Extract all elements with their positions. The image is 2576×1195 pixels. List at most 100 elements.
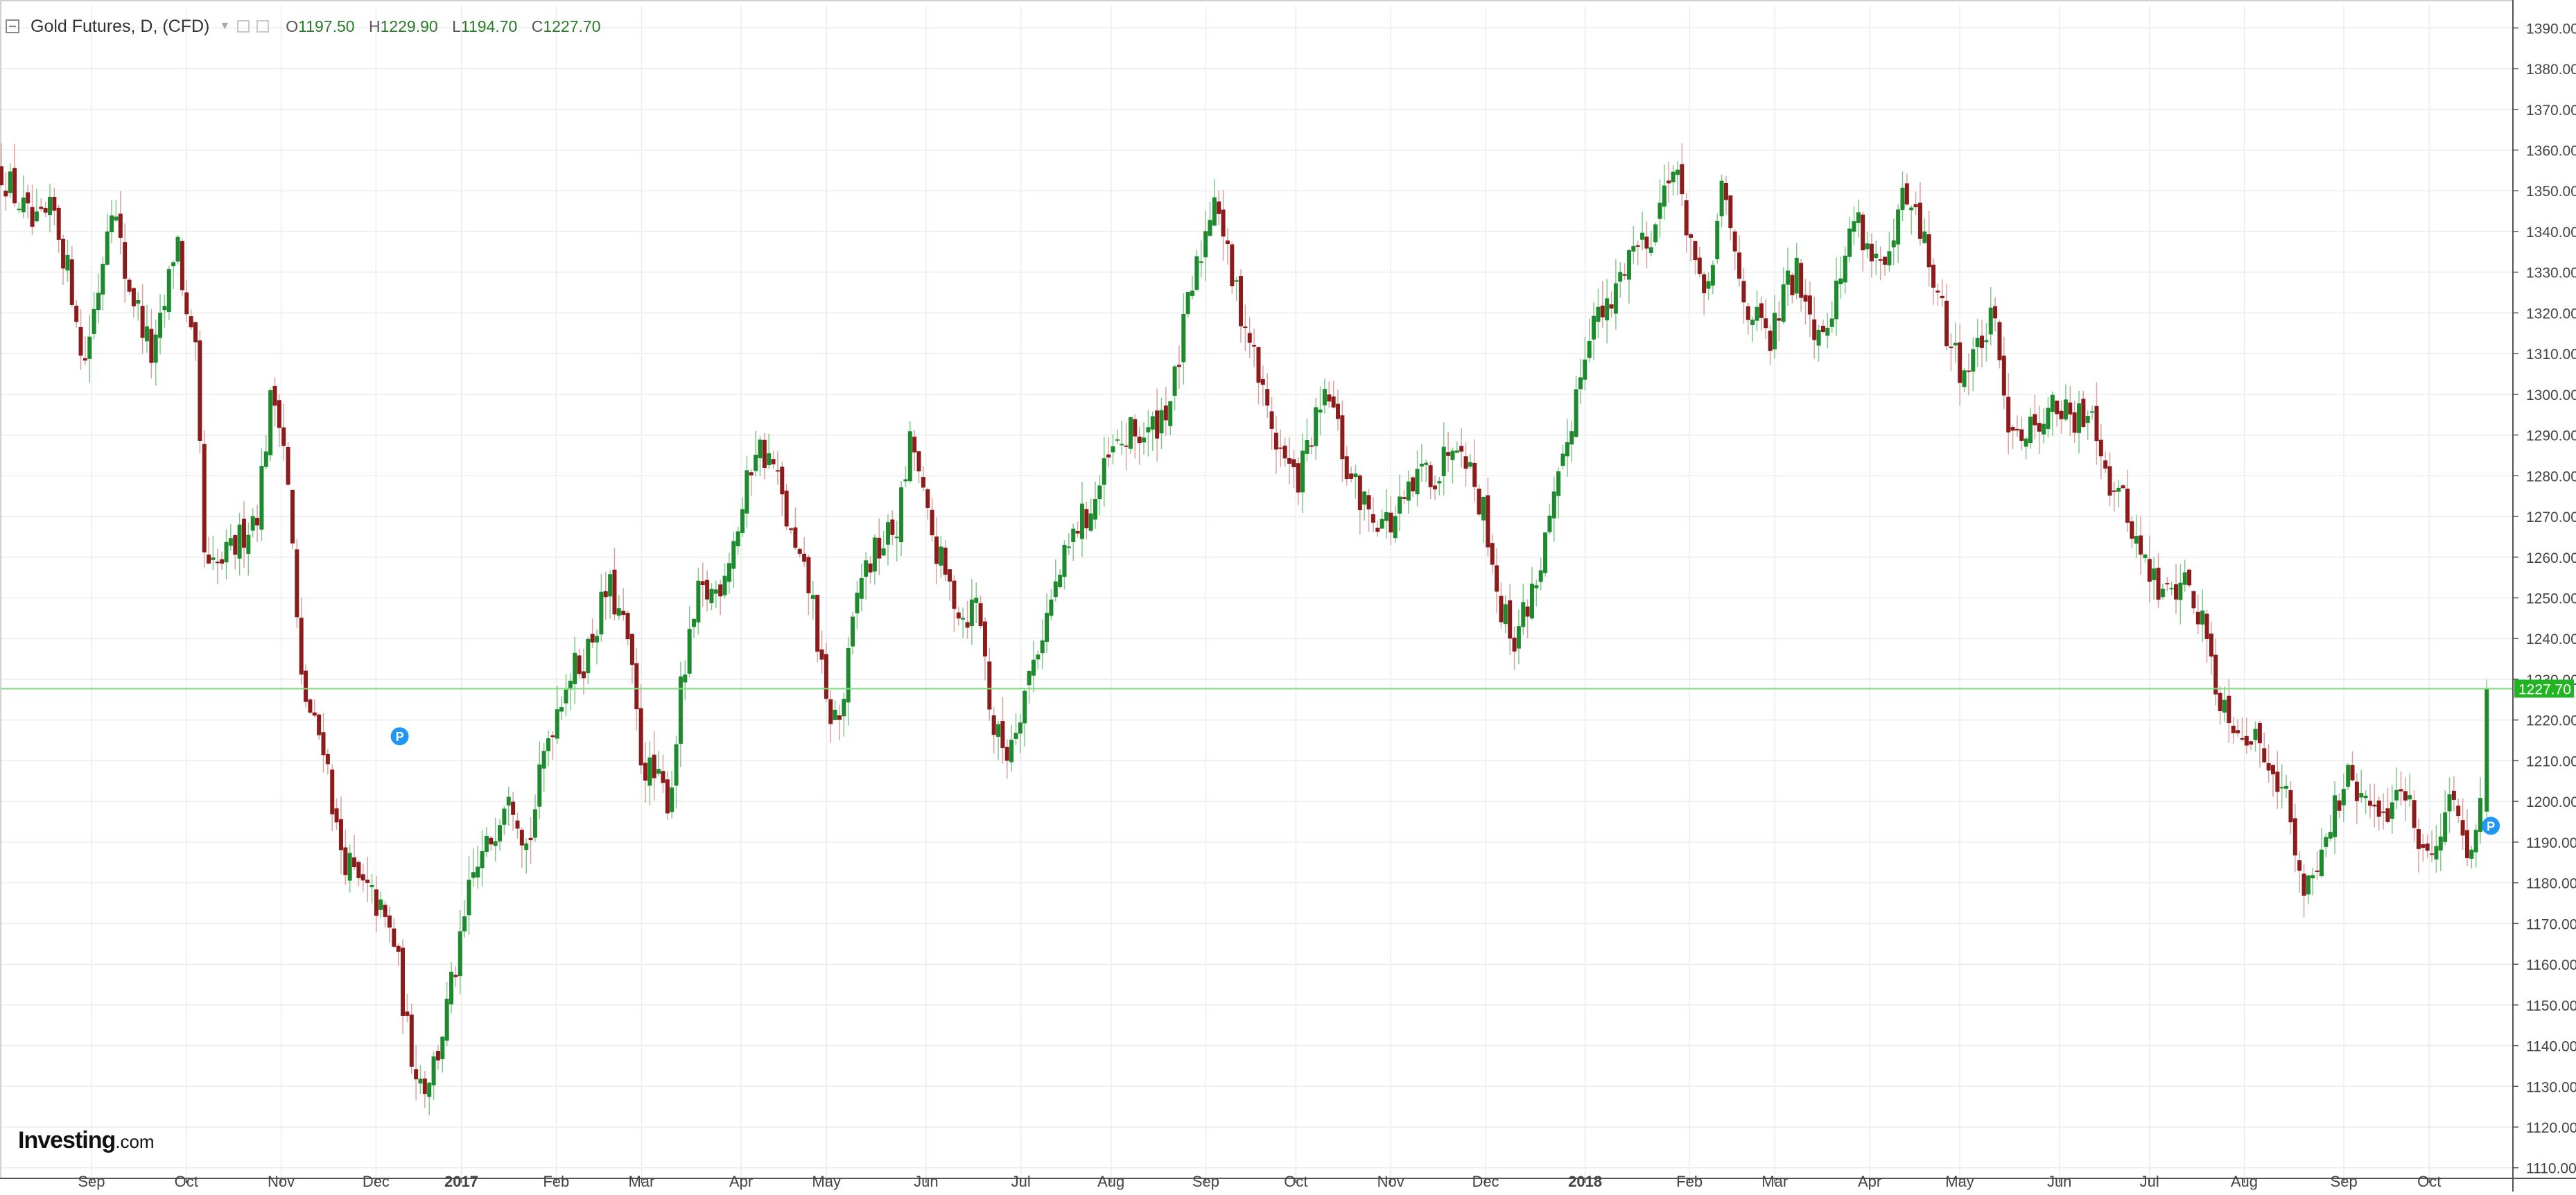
candle[interactable]	[1512, 627, 1517, 670]
candle[interactable]	[1208, 202, 1212, 237]
candle[interactable]	[2116, 480, 2121, 508]
candle[interactable]	[2279, 764, 2284, 809]
candle[interactable]	[1009, 725, 1014, 771]
candle[interactable]	[2236, 719, 2240, 737]
candle[interactable]	[573, 636, 577, 705]
candle[interactable]	[749, 469, 754, 496]
candle[interactable]	[2037, 405, 2042, 454]
candle[interactable]	[401, 939, 406, 1034]
candle[interactable]	[123, 223, 128, 303]
candle[interactable]	[934, 517, 939, 584]
candle[interactable]	[2288, 780, 2293, 835]
candle[interactable]	[136, 291, 141, 321]
candle[interactable]	[758, 436, 763, 476]
candle[interactable]	[2094, 382, 2099, 465]
candle[interactable]	[1521, 583, 1526, 635]
candle[interactable]	[1666, 162, 1671, 203]
candle[interactable]	[1569, 420, 1574, 462]
candle[interactable]	[1291, 449, 1296, 489]
candle[interactable]	[396, 943, 401, 966]
candle[interactable]	[1653, 223, 1658, 246]
candle[interactable]	[1322, 378, 1327, 414]
candle[interactable]	[1282, 437, 1287, 467]
candle[interactable]	[1820, 320, 1825, 334]
candle[interactable]	[2346, 763, 2351, 790]
candle[interactable]	[1781, 267, 1786, 324]
candle[interactable]	[418, 1065, 423, 1094]
candle[interactable]	[661, 754, 665, 794]
candle[interactable]	[692, 618, 697, 638]
candle[interactable]	[939, 535, 943, 578]
candle[interactable]	[713, 580, 718, 609]
candle[interactable]	[855, 580, 860, 629]
candle[interactable]	[458, 910, 462, 995]
candle[interactable]	[506, 786, 511, 826]
candle[interactable]	[1883, 256, 1888, 276]
candle[interactable]	[1565, 419, 1569, 477]
candle[interactable]	[1640, 211, 1645, 251]
candle[interactable]	[1230, 241, 1235, 294]
candle[interactable]	[559, 696, 564, 720]
candle[interactable]	[1362, 491, 1367, 521]
candle[interactable]	[1424, 460, 1429, 482]
candle[interactable]	[2270, 765, 2275, 797]
candle[interactable]	[1278, 429, 1283, 467]
candle[interactable]	[1644, 221, 1649, 269]
candle[interactable]	[365, 857, 370, 902]
candle[interactable]	[166, 265, 171, 320]
candle[interactable]	[1935, 284, 1940, 306]
candle[interactable]	[1256, 347, 1261, 405]
candle[interactable]	[1115, 429, 1120, 444]
candle[interactable]	[1432, 475, 1437, 500]
candle[interactable]	[784, 483, 789, 530]
candle[interactable]	[1777, 301, 1782, 342]
candle[interactable]	[215, 548, 220, 584]
candle[interactable]	[1949, 333, 1953, 372]
candle[interactable]	[1375, 521, 1380, 537]
candle[interactable]	[1049, 588, 1054, 621]
candle[interactable]	[228, 524, 233, 551]
candle[interactable]	[175, 234, 180, 265]
candle[interactable]	[114, 199, 119, 222]
candle[interactable]	[595, 629, 600, 665]
candle[interactable]	[788, 527, 793, 534]
candle[interactable]	[1225, 228, 1230, 265]
candle[interactable]	[1309, 436, 1314, 455]
candle[interactable]	[427, 1081, 432, 1116]
candle[interactable]	[541, 742, 546, 792]
candle[interactable]	[1913, 191, 1918, 216]
candle[interactable]	[907, 421, 912, 484]
candle[interactable]	[952, 575, 957, 633]
candle[interactable]	[2451, 776, 2456, 812]
candle[interactable]	[1538, 557, 1543, 591]
candle[interactable]	[69, 245, 74, 308]
candle[interactable]	[110, 200, 114, 244]
candle[interactable]	[2262, 732, 2267, 763]
candle[interactable]	[356, 860, 361, 887]
candle[interactable]	[1803, 279, 1808, 325]
candle[interactable]	[537, 741, 542, 819]
price-axis[interactable]: 1390.00 1380.00 1370.00 1360.00 1350.00 1340.…	[2512, 0, 2576, 1192]
candle[interactable]	[1861, 211, 1865, 272]
pivot-marker[interactable]: P	[390, 727, 409, 746]
candle[interactable]	[2200, 589, 2205, 643]
candle[interactable]	[1917, 182, 1922, 245]
candle[interactable]	[1296, 457, 1300, 505]
candle[interactable]	[2042, 408, 2046, 444]
candle[interactable]	[409, 1003, 414, 1074]
candle[interactable]	[74, 300, 79, 328]
candle[interactable]	[1838, 256, 1843, 299]
candle[interactable]	[272, 377, 277, 427]
candle[interactable]	[1066, 533, 1071, 555]
candle[interactable]	[916, 451, 921, 483]
candle[interactable]	[1715, 213, 1720, 264]
candle[interactable]	[2059, 400, 2064, 434]
candle[interactable]	[1260, 365, 1265, 406]
candle[interactable]	[131, 287, 136, 317]
candle[interactable]	[2098, 424, 2103, 480]
candle[interactable]	[1495, 548, 1499, 613]
candle[interactable]	[780, 462, 785, 516]
candle[interactable]	[2090, 405, 2095, 420]
candle[interactable]	[1428, 461, 1433, 500]
